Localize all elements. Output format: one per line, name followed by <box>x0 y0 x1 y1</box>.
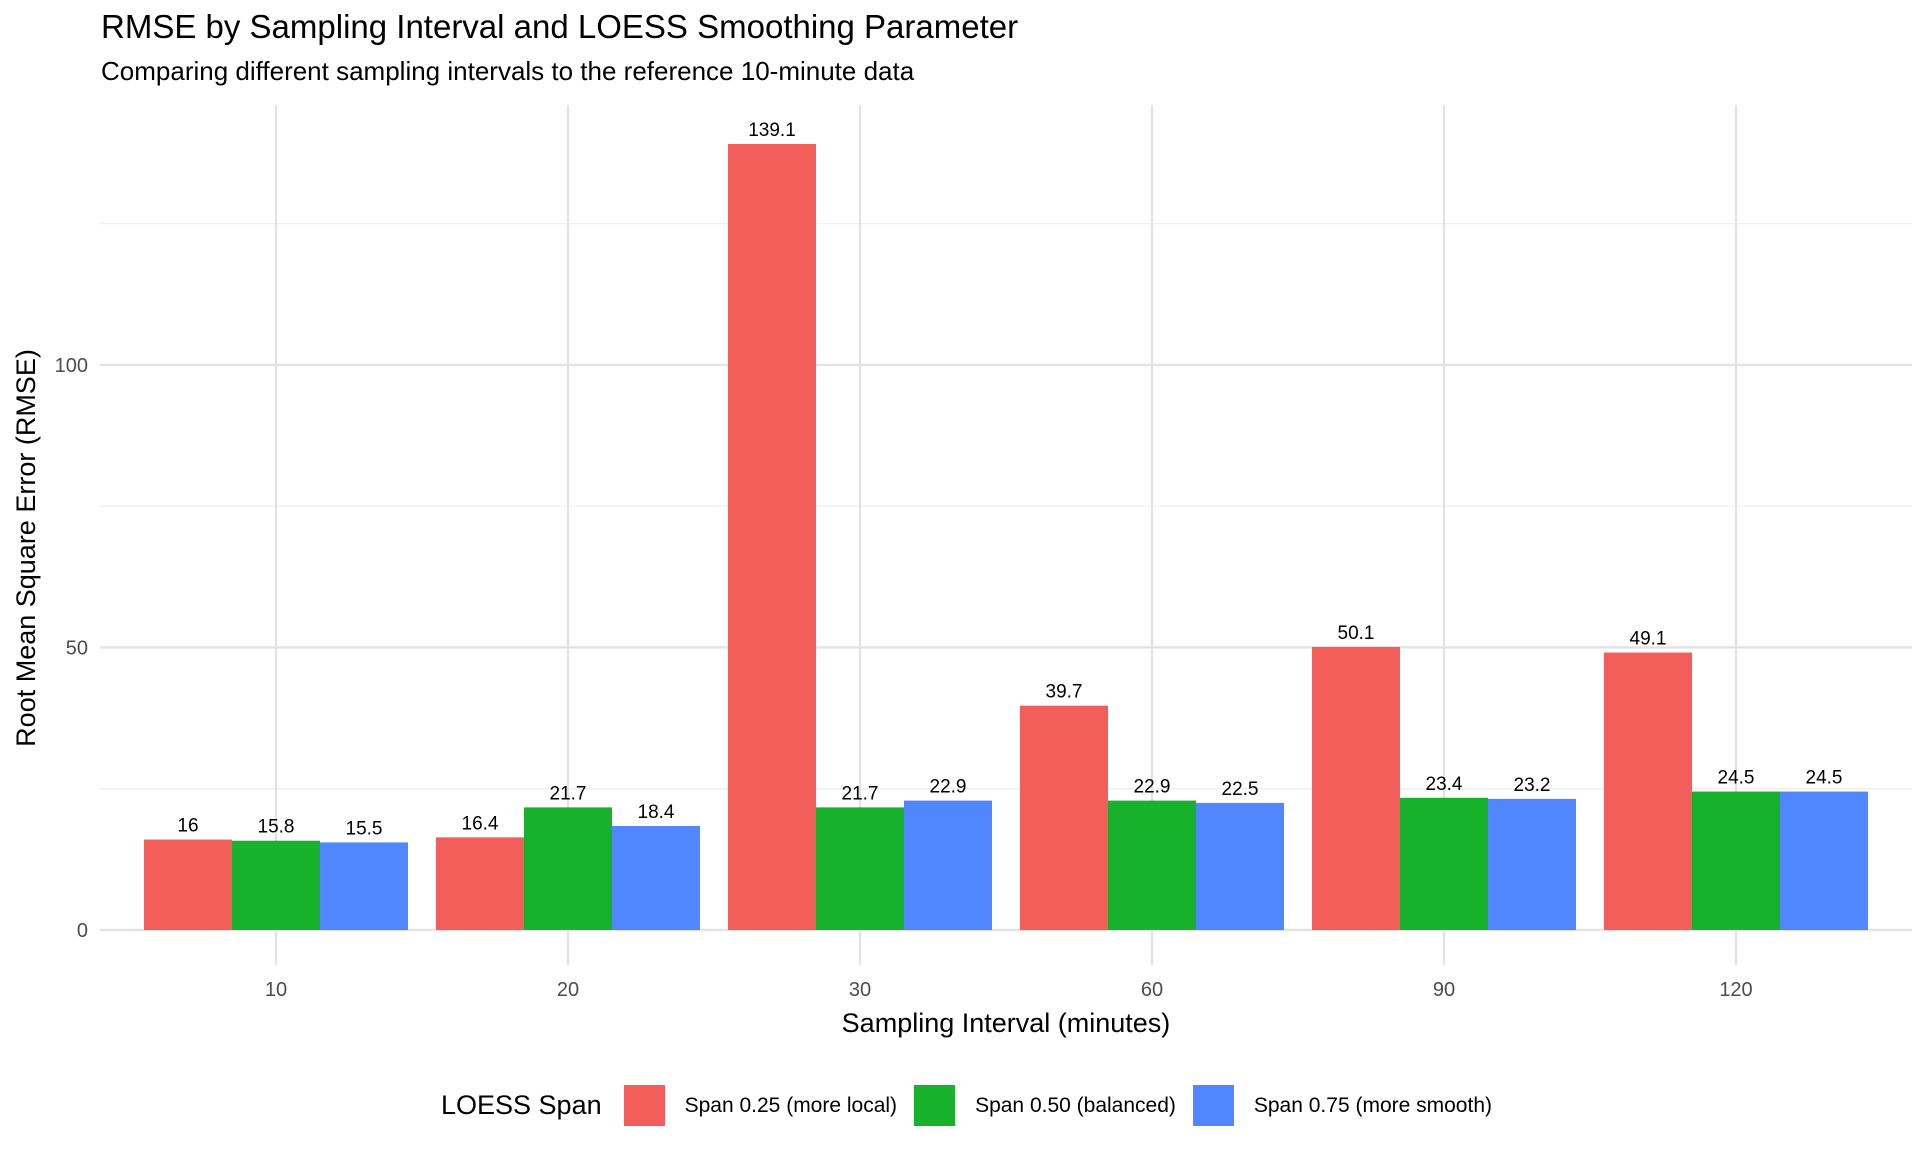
legend-item-span-050: Span 0.50 (balanced) <box>914 1085 1176 1126</box>
bar-value-label: 139.1 <box>748 120 796 141</box>
bar-value-label: 18.4 <box>638 802 675 823</box>
x-tick-label: 90 <box>1433 979 1455 1001</box>
bar-value-label: 16.4 <box>462 813 499 834</box>
bar-value-label: 21.7 <box>550 783 587 804</box>
y-tick-label: 50 <box>66 637 88 659</box>
y-tick-label: 100 <box>55 355 88 377</box>
bar <box>816 807 904 930</box>
legend-title: LOESS Span <box>441 1090 602 1120</box>
bar <box>1400 797 1488 930</box>
bar <box>904 800 992 930</box>
bar <box>524 807 612 930</box>
bar <box>1108 800 1196 930</box>
bar-value-label: 23.2 <box>1514 775 1551 796</box>
legend-label: Span 0.50 (balanced) <box>975 1093 1176 1117</box>
x-axis-title: Sampling Interval (minutes) <box>842 1008 1171 1038</box>
x-tick-label: 20 <box>557 979 579 1001</box>
bar-value-label: 15.8 <box>258 817 295 838</box>
bar <box>144 839 232 930</box>
bar <box>1020 705 1108 930</box>
bar-value-label: 21.7 <box>842 783 879 804</box>
bar-value-label: 39.7 <box>1046 682 1083 703</box>
bar-value-label: 24.5 <box>1718 768 1755 789</box>
chart-title: RMSE by Sampling Interval and LOESS Smoo… <box>101 8 1019 45</box>
bars <box>144 144 1868 930</box>
x-tick-label: 30 <box>849 979 871 1001</box>
bar <box>1488 798 1576 930</box>
bar-labels: 16 16.4 139.1 39.7 50.1 49.1 15.8 21.7 21.7 22.9 2… <box>177 120 1842 839</box>
x-tick-label: 120 <box>1719 979 1752 1001</box>
legend-item-span-075: Span 0.75 (more smooth) <box>1192 1085 1492 1126</box>
legend: LOESS Span Span 0.25 (more local) Span 0… <box>441 1085 1509 1126</box>
y-tick-label: 0 <box>77 920 88 942</box>
x-tick-label: 10 <box>265 979 287 1001</box>
bar-value-label: 50.1 <box>1338 623 1375 644</box>
bar <box>1196 802 1284 930</box>
legend-label: Span 0.25 (more local) <box>684 1093 898 1117</box>
bar <box>612 826 700 930</box>
bar <box>1780 791 1868 930</box>
y-axis-title: Root Mean Square Error (RMSE) <box>11 349 41 747</box>
bar-value-label: 49.1 <box>1630 629 1667 650</box>
legend-item-span-025: Span 0.25 (more local) <box>623 1085 898 1126</box>
bar <box>232 840 320 930</box>
bar-value-label: 22.9 <box>930 777 967 798</box>
bar <box>436 837 524 930</box>
bar-value-label: 15.5 <box>346 818 383 839</box>
bar-value-label: 16 <box>177 816 198 837</box>
legend-swatch <box>1192 1085 1234 1126</box>
x-tick-label: 60 <box>1141 979 1163 1001</box>
bar-value-label: 22.9 <box>1134 777 1171 798</box>
bar <box>320 842 408 930</box>
bar <box>1312 646 1400 930</box>
axis-ticks: 0 50 100 10 20 30 60 90 120 <box>55 355 1753 1001</box>
bar <box>728 144 816 930</box>
legend-label: Span 0.75 (more smooth) <box>1253 1093 1492 1117</box>
legend-swatch <box>914 1085 956 1126</box>
bar-value-label: 23.4 <box>1426 774 1463 795</box>
bar <box>1604 652 1692 930</box>
chart-subtitle: Comparing different sampling intervals t… <box>101 56 915 86</box>
bar-value-label: 24.5 <box>1806 768 1843 789</box>
bar <box>1692 791 1780 930</box>
bar-value-label: 22.5 <box>1222 779 1259 800</box>
legend-swatch <box>623 1085 665 1126</box>
